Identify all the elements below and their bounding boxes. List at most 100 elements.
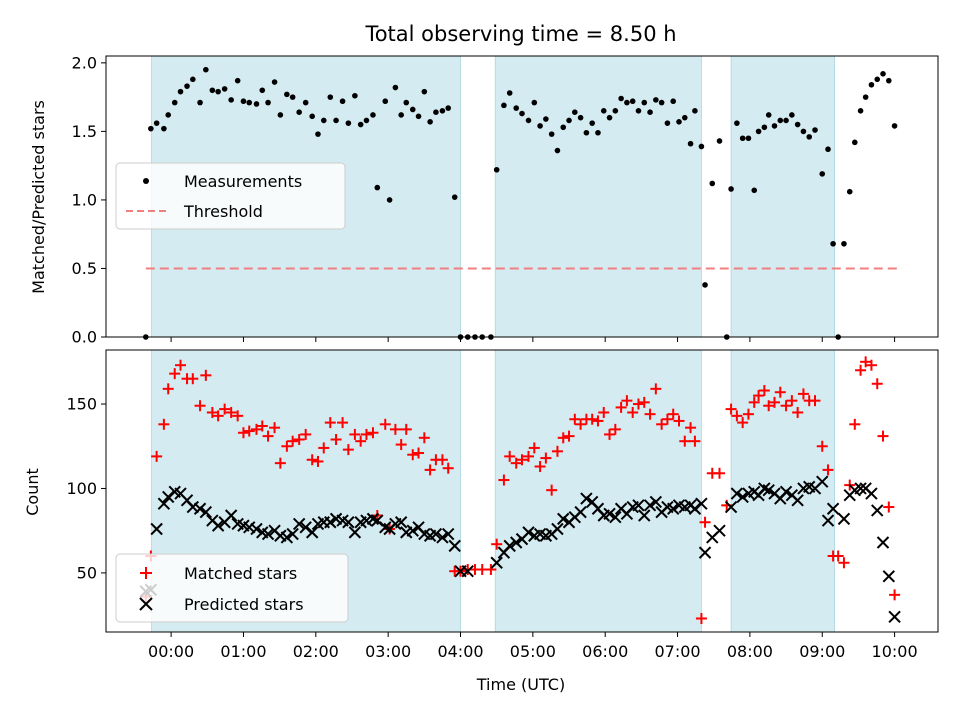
- predicted-star-point: [448, 539, 461, 553]
- x-tick-label: 08:00: [727, 642, 773, 661]
- x-tick-label: 05:00: [510, 642, 556, 661]
- measurement-point: [841, 240, 847, 247]
- predicted-star-point: [429, 527, 443, 541]
- y-tick-label: 1.0: [72, 190, 97, 209]
- matched-star-point: [540, 452, 552, 464]
- predicted-star-point: [649, 495, 663, 509]
- predicted-star-point: [791, 494, 804, 507]
- predicted-star-point: [730, 487, 744, 500]
- predicted-star-point: [632, 499, 645, 512]
- measurement-point: [806, 134, 813, 140]
- matched-star-point: [442, 462, 454, 474]
- matched-star-point: [349, 428, 361, 440]
- measurement-point: [825, 146, 831, 153]
- matched-star-point: [342, 444, 354, 456]
- measurement-point: [333, 117, 339, 124]
- measurement-point: [765, 112, 772, 118]
- matched-star-point: [883, 501, 895, 513]
- matched-star-point: [650, 383, 662, 395]
- matched-star-point: [367, 427, 379, 439]
- matched-star-point: [575, 418, 587, 430]
- matched-star-point: [679, 435, 691, 447]
- matched-star-point: [644, 408, 656, 420]
- x-tick-label: 03:00: [365, 642, 411, 661]
- matched-star-point: [523, 450, 535, 462]
- matched-star-point: [673, 415, 685, 427]
- observing-span: [494, 349, 702, 633]
- matched-star-point: [638, 396, 650, 408]
- matched-star-point: [551, 445, 563, 457]
- measurement-point: [589, 120, 595, 126]
- x-tick-label: 10:00: [872, 642, 918, 661]
- matched-star-point: [563, 430, 575, 442]
- y-tick-label: 0.0: [72, 328, 97, 347]
- predicted-star-point: [698, 546, 712, 559]
- matched-star-point: [413, 447, 425, 459]
- measurement-point: [445, 105, 452, 111]
- matched-star-point: [889, 589, 901, 601]
- measurement-point: [289, 94, 296, 100]
- matched-star-point: [753, 390, 765, 402]
- measurement-point: [501, 102, 507, 109]
- measurement-point: [874, 76, 881, 83]
- measurement-point: [852, 139, 858, 146]
- measurement-point: [374, 184, 381, 191]
- matched-star-point: [485, 564, 497, 576]
- matched-star-point: [300, 428, 312, 440]
- measurement-point: [177, 88, 184, 95]
- x-tick-label: 02:00: [293, 642, 339, 661]
- matched-star-point: [400, 423, 412, 435]
- matched-star-point: [281, 440, 293, 452]
- predicted-star-point: [348, 526, 362, 539]
- measurement-point: [572, 109, 578, 115]
- matched-star-point: [748, 396, 760, 408]
- measurement-point: [370, 112, 376, 118]
- x-tick-label: 04:00: [437, 642, 483, 661]
- matched-star-point: [212, 410, 224, 422]
- predicted-star-point: [436, 531, 449, 544]
- matched-star-point: [865, 359, 877, 371]
- matched-star-point: [598, 406, 610, 418]
- measurement-point: [543, 116, 549, 122]
- ratio-panel: 0.00.51.01.52.0 Matched/Predicted stars …: [29, 53, 939, 347]
- measurement-point: [794, 121, 801, 128]
- matched-star-point: [786, 395, 798, 407]
- matched-star-point: [546, 484, 558, 496]
- predicted-star-point: [724, 500, 738, 514]
- measurement-point: [846, 188, 853, 195]
- predicted-star-point: [224, 509, 238, 522]
- legend-matched-marker: [140, 567, 152, 579]
- observing-spans: [151, 349, 835, 633]
- legend-measurements-marker: [143, 178, 149, 184]
- predicted-star-point: [688, 502, 702, 515]
- matched-star-point: [758, 385, 770, 397]
- measurement-point: [363, 117, 370, 124]
- matched-star-point: [714, 467, 726, 479]
- predicted-star-point: [211, 519, 225, 532]
- measurement-point: [739, 135, 746, 142]
- matched-star-point: [243, 425, 255, 437]
- measurement-point: [161, 125, 167, 132]
- measurement-point: [398, 112, 404, 118]
- matched-star-point: [877, 430, 889, 442]
- measurement-point: [761, 124, 768, 131]
- measurement-point: [386, 197, 393, 203]
- matched-star-point: [656, 418, 668, 430]
- measurement-point: [302, 99, 309, 106]
- matched-star-point: [274, 457, 286, 469]
- predicted-star-point: [243, 521, 256, 534]
- matched-star-point: [731, 410, 743, 422]
- predicted-star-point: [280, 531, 294, 544]
- count-x-ticks: 00:00 01:00 02:00 03:00 04:00 05:00 06:00 07:00…: [148, 632, 918, 661]
- matched-star-point: [604, 428, 616, 440]
- measurement-point: [548, 131, 555, 137]
- measurement-point: [771, 123, 778, 129]
- measurement-point: [433, 109, 439, 115]
- y-tick-label: 50: [77, 563, 97, 582]
- predicted-star-point: [157, 497, 171, 510]
- measurement-point: [184, 83, 190, 89]
- measurement-point: [519, 110, 525, 117]
- predicted-star-point: [882, 570, 896, 583]
- measurement-point: [525, 117, 532, 124]
- measurement-point: [327, 94, 334, 100]
